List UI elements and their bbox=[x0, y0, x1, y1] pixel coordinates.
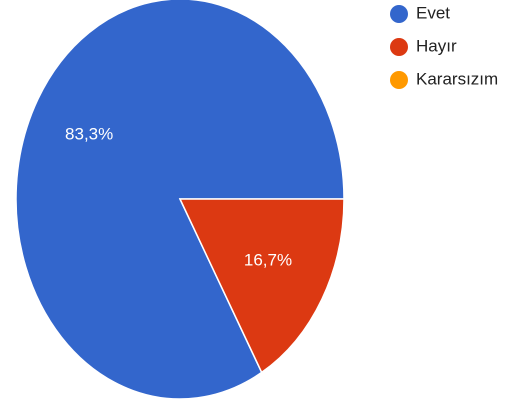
legend-marker-hayır bbox=[390, 38, 408, 56]
pie-slices bbox=[15, 0, 345, 400]
legend-marker-evet bbox=[390, 5, 408, 23]
legend-marker-kararsızım bbox=[390, 71, 408, 89]
legend-label-evet: Evet bbox=[416, 3, 450, 22]
pie-slice-hayır bbox=[178, 198, 345, 374]
legend: Evet Hayır Kararsızım bbox=[390, 3, 498, 89]
legend-label-hayır: Hayır bbox=[416, 36, 457, 55]
pie-slice-labels: 83,3% 16,7% bbox=[65, 124, 292, 269]
slice-label-evet: 83,3% bbox=[65, 124, 113, 143]
legend-label-kararsızım: Kararsızım bbox=[416, 69, 498, 88]
slice-label-hayır: 16,7% bbox=[244, 251, 292, 270]
